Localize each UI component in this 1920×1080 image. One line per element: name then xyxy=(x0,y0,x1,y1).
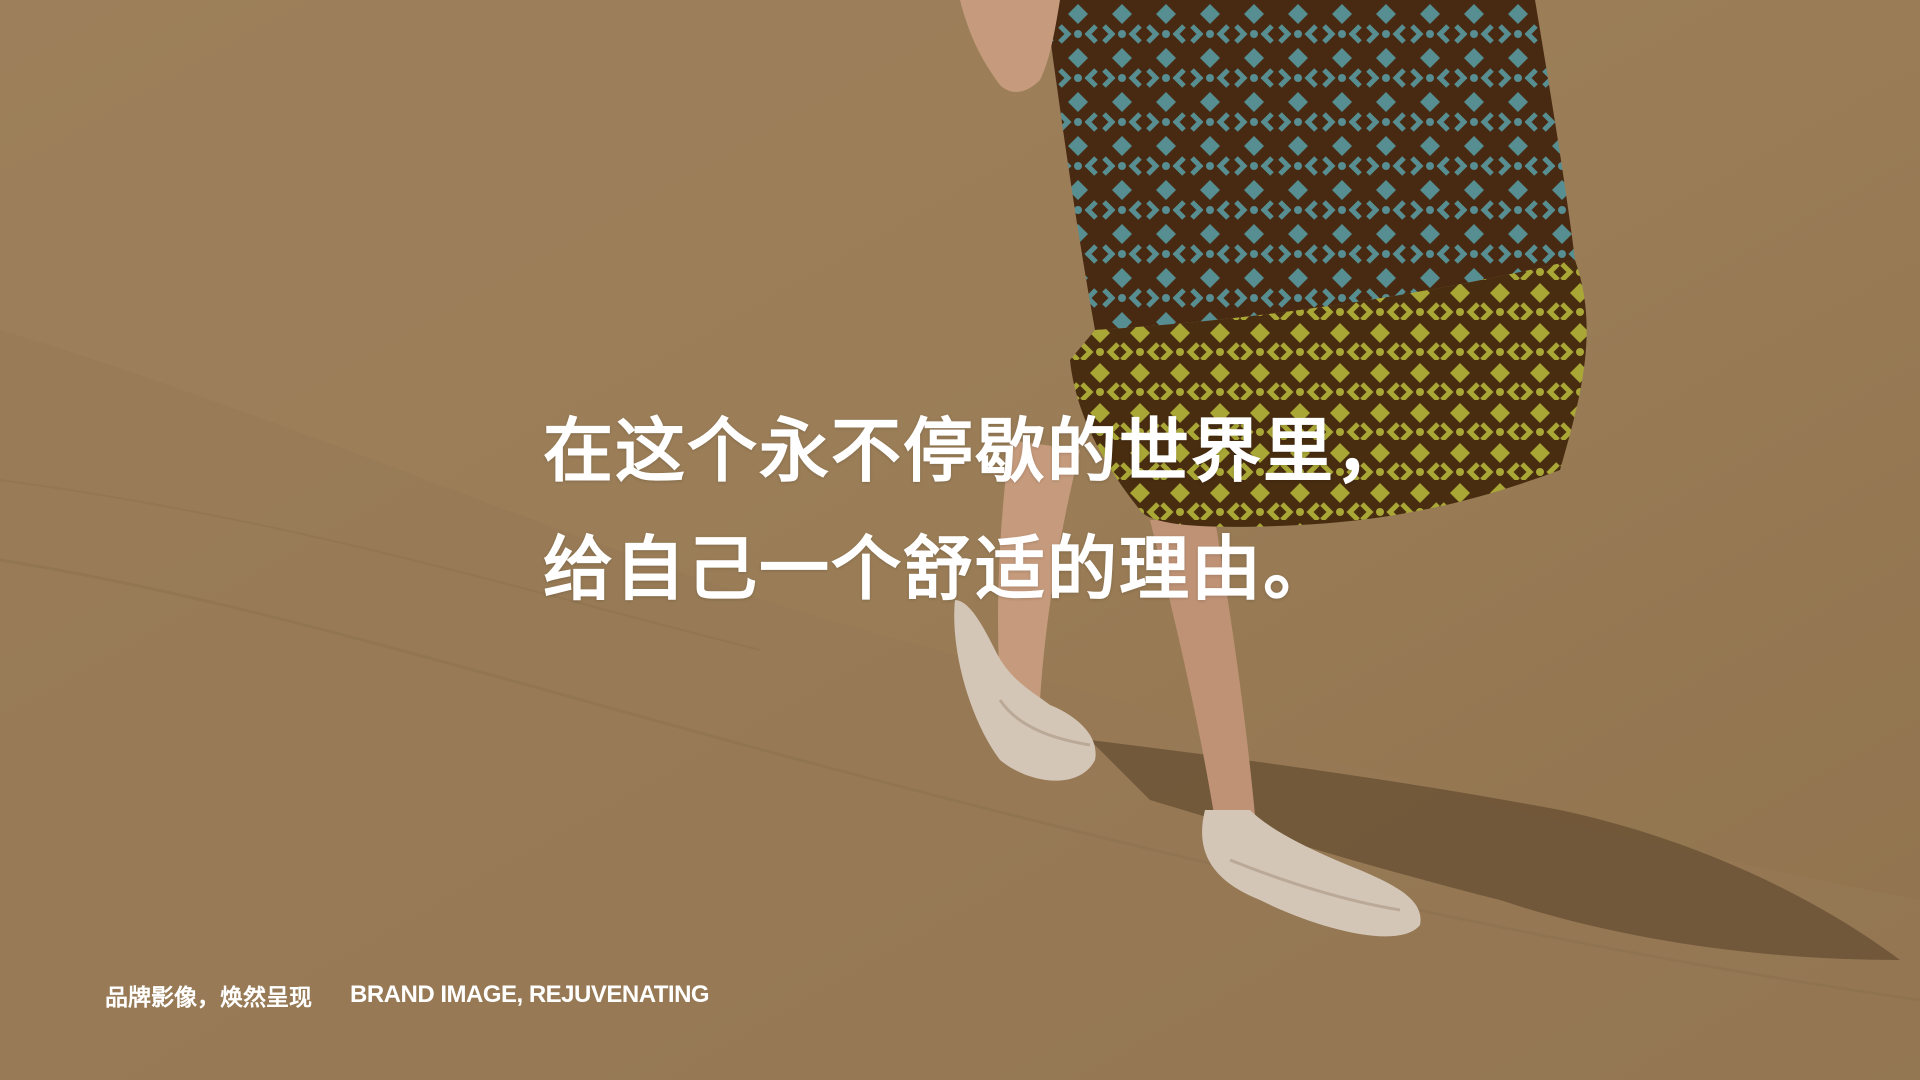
headline: 在这个永不停歇的世界里， 给自己一个舒适的理由。 xyxy=(543,392,1407,628)
footer-caption: 品牌影像，焕然呈现 BRAND IMAGE, REJUVENATING xyxy=(105,978,710,1012)
headline-line-2: 给自己一个舒适的理由。 xyxy=(543,528,1335,610)
headline-line-1: 在这个永不停歇的世界里， xyxy=(543,410,1407,492)
footer-cn-text: 品牌影像，焕然呈现 xyxy=(105,985,312,1011)
footer-en-text: BRAND IMAGE, REJUVENATING xyxy=(350,981,710,1008)
